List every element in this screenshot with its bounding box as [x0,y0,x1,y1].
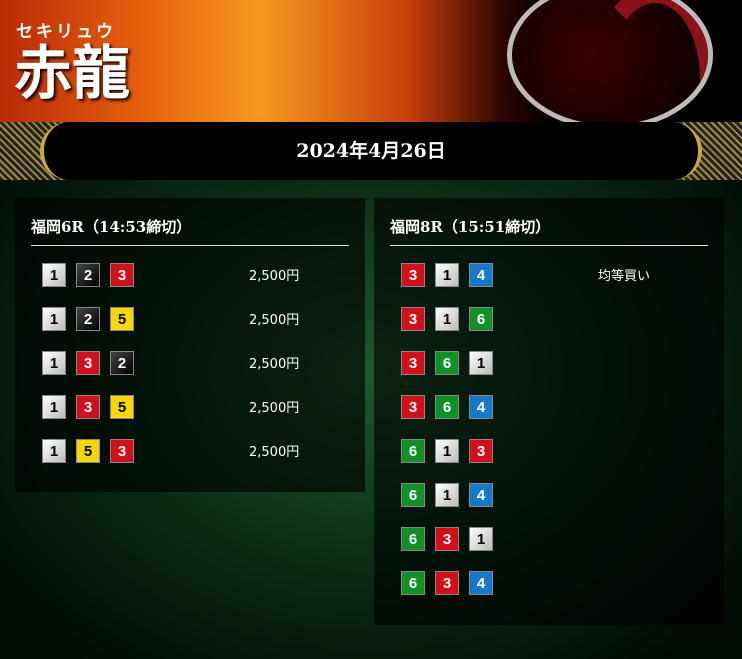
boat-number-badge: 4 [469,483,493,507]
boat-number-badge: 6 [469,307,493,331]
boat-number-badge: 1 [435,263,459,287]
bet-row: 1 5 3 2,500円 [31,429,349,473]
boat-number-badge: 1 [435,307,459,331]
boat-number-badge: 3 [469,439,493,463]
logo: 赤龍 [14,39,131,107]
boat-number-badge: 3 [435,527,459,551]
boat-number-badge: 6 [401,571,425,595]
bet-row: 3 1 4 均等買い [390,253,708,297]
dragon-emblem-icon [507,0,713,130]
boat-number-badge: 1 [435,483,459,507]
date-title: 2024年4月26日 [40,122,702,180]
bet-amount: 均等買い [598,269,651,284]
date-bar: 2024年4月26日 [0,122,742,180]
boat-number-badge: 6 [401,439,425,463]
boat-number-badge: 5 [76,439,100,463]
boat-number-badge: 1 [42,439,66,463]
boat-number-badge: 1 [42,307,66,331]
boat-number-badge: 2 [76,307,100,331]
race-panel-fukuoka-8r: 福岡8R（15:51締切） 3 1 4 均等買い 3 1 6 3 6 1 3 6 4 6 1 3 6 1 4 6 3 1 6 3… [374,198,724,625]
bet-row: 1 3 5 2,500円 [31,385,349,429]
race-title: 福岡8R（15:51締切） [390,198,708,246]
boat-number-badge: 3 [76,351,100,375]
header-banner: セキリュウ 赤龍 [0,0,742,130]
boat-number-badge: 6 [435,351,459,375]
boat-number-badge: 1 [435,439,459,463]
boat-number-badge: 3 [76,395,100,419]
boat-number-badge: 3 [110,263,134,287]
boat-number-badge: 3 [401,263,425,287]
boat-number-badge: 3 [401,351,425,375]
bet-amount: 2,500円 [249,357,300,372]
boat-number-badge: 6 [401,527,425,551]
boat-number-badge: 3 [401,307,425,331]
bet-amount: 2,500円 [249,445,300,460]
boat-number-badge: 3 [110,439,134,463]
bet-row: 1 3 2 2,500円 [31,341,349,385]
boat-number-badge: 2 [110,351,134,375]
boat-number-badge: 5 [110,307,134,331]
boat-number-badge: 4 [469,395,493,419]
bet-amount: 2,500円 [249,401,300,416]
boat-number-badge: 4 [469,263,493,287]
boat-number-badge: 2 [76,263,100,287]
boat-number-badge: 1 [42,395,66,419]
bet-row: 1 2 5 2,500円 [31,297,349,341]
boat-number-badge: 3 [401,395,425,419]
boat-number-badge: 6 [435,395,459,419]
boat-number-badge: 6 [401,483,425,507]
logo-kana: セキリュウ [16,22,116,42]
boat-number-badge: 3 [435,571,459,595]
race-panel-fukuoka-6r: 福岡6R（14:53締切） 1 2 3 2,500円 1 2 5 2,500円 1 3 2 2,500円… [15,198,365,492]
boat-number-badge: 1 [42,263,66,287]
boat-number-badge: 5 [110,395,134,419]
boat-number-badge: 4 [469,571,493,595]
main-content: 福岡6R（14:53締切） 1 2 3 2,500円 1 2 5 2,500円 1 3 2 2,500円… [0,180,742,659]
boat-number-badge: 1 [469,351,493,375]
bet-amount: 2,500円 [249,313,300,328]
bet-amount: 2,500円 [249,269,300,284]
boat-number-badge: 1 [42,351,66,375]
boat-number-badge: 1 [469,527,493,551]
race-title: 福岡6R（14:53締切） [31,198,349,246]
bet-row: 1 2 3 2,500円 [31,253,349,297]
